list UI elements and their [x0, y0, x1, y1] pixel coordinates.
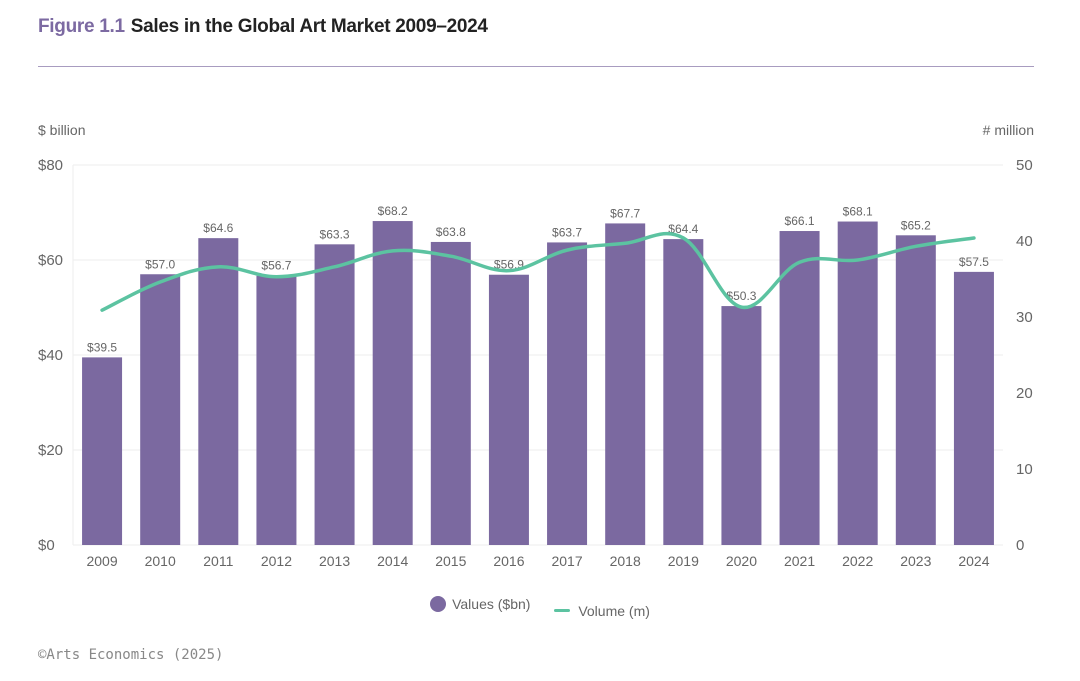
- bar-label-2009: $39.5: [87, 340, 117, 354]
- right-y-axis: 0 10 20 30 40 50: [1016, 157, 1033, 554]
- x-tick-label: 2018: [610, 553, 641, 569]
- x-tick-label: 2009: [86, 553, 117, 569]
- bar-2019: [663, 239, 704, 545]
- chart-title: Figure 1.1 Sales in the Global Art Market…: [38, 16, 488, 38]
- left-y-tick-label: $60: [38, 252, 63, 269]
- left-y-axis: $0 $20 $40 $60 $80: [38, 157, 63, 554]
- legend-item-values: Values ($bn): [430, 596, 530, 612]
- bar-2011: [198, 238, 239, 545]
- bar-2010: [140, 274, 181, 545]
- bar-label-2024: $57.5: [959, 255, 989, 269]
- x-tick-label: 2024: [958, 553, 989, 569]
- bar-2016: [488, 274, 529, 545]
- bar-2024: [953, 271, 994, 545]
- x-tick-label: 2022: [842, 553, 873, 569]
- legend-label-volume: Volume (m): [578, 602, 650, 619]
- x-axis: 2009 2010 2011 2012 2013 2014 2015 2016 2017 2018…: [86, 553, 989, 569]
- x-tick-label: 2015: [435, 553, 466, 569]
- bar-label-2015: $63.8: [436, 225, 466, 239]
- bar-label-2010: $57.0: [145, 257, 175, 271]
- x-tick-label: 2014: [377, 553, 408, 569]
- x-tick-label: 2012: [261, 553, 292, 569]
- bar-label-2020: $50.3: [726, 289, 756, 303]
- x-tick-label: 2019: [668, 553, 699, 569]
- bar-2017: [547, 242, 588, 546]
- left-y-tick-label: $40: [38, 347, 63, 364]
- right-y-tick-label: 50: [1016, 157, 1033, 174]
- legend-line-swatch-icon: [554, 609, 571, 612]
- right-y-tick-label: 20: [1016, 385, 1033, 402]
- bar-label-2013: $63.3: [320, 227, 350, 241]
- source-credit: ©Arts Economics (2025): [38, 647, 224, 663]
- figure-title: Sales in the Global Art Market 2009–2024: [130, 16, 488, 37]
- right-y-tick-label: 0: [1016, 537, 1024, 554]
- bar-label-2014: $68.2: [378, 204, 408, 218]
- right-y-tick-label: 10: [1016, 461, 1033, 478]
- bar-label-2023: $65.2: [901, 218, 931, 232]
- bar-2015: [430, 241, 471, 545]
- bar-label-2017: $63.7: [552, 225, 582, 239]
- bar-2023: [895, 235, 936, 546]
- bar-2020: [721, 306, 762, 545]
- right-y-tick-label: 40: [1016, 233, 1033, 250]
- bar-label-2019: $64.4: [668, 222, 698, 236]
- legend: Values ($bn) Volume (m): [0, 596, 1080, 619]
- x-tick-label: 2020: [726, 553, 757, 569]
- legend-item-volume: Volume (m): [554, 603, 650, 619]
- bar-2018: [605, 223, 646, 546]
- legend-label-values: Values ($bn): [452, 596, 531, 612]
- bar-2021: [779, 231, 820, 545]
- x-tick-label: 2010: [145, 553, 176, 569]
- left-y-tick-label: $20: [38, 442, 63, 459]
- legend-bar-swatch-icon: [430, 596, 447, 612]
- bar-label-2012: $56.7: [261, 259, 291, 273]
- bar-label-2021: $66.1: [785, 214, 815, 228]
- bar-2009: [82, 357, 123, 545]
- right-y-tick-label: 30: [1016, 309, 1033, 326]
- left-y-tick-label: $0: [38, 537, 55, 554]
- right-axis-unit-label: # million: [982, 122, 1034, 138]
- bar-2014: [372, 221, 413, 546]
- x-tick-label: 2021: [784, 553, 815, 569]
- bar-label-2022: $68.1: [843, 205, 873, 219]
- bar-label-2018: $67.7: [610, 206, 640, 220]
- left-y-tick-label: $80: [38, 157, 63, 174]
- bar-2022: [837, 221, 878, 545]
- bar-2013: [314, 244, 355, 545]
- x-tick-label: 2023: [900, 553, 931, 569]
- title-divider: [38, 66, 1034, 67]
- volume-line: [100, 231, 976, 312]
- left-axis-unit-label: $ billion: [38, 122, 86, 138]
- x-tick-label: 2013: [319, 553, 350, 569]
- x-tick-label: 2016: [493, 553, 524, 569]
- x-tick-label: 2011: [203, 553, 233, 569]
- figure-label: Figure 1.1: [38, 16, 125, 37]
- bar-2012: [256, 275, 297, 545]
- x-tick-label: 2017: [551, 553, 582, 569]
- bar-series: [82, 221, 994, 546]
- bar-label-2011: $64.6: [203, 221, 233, 235]
- bar-data-labels: $39.5$57.0$64.6$56.7$63.3$68.2$63.8$56.9…: [87, 204, 989, 354]
